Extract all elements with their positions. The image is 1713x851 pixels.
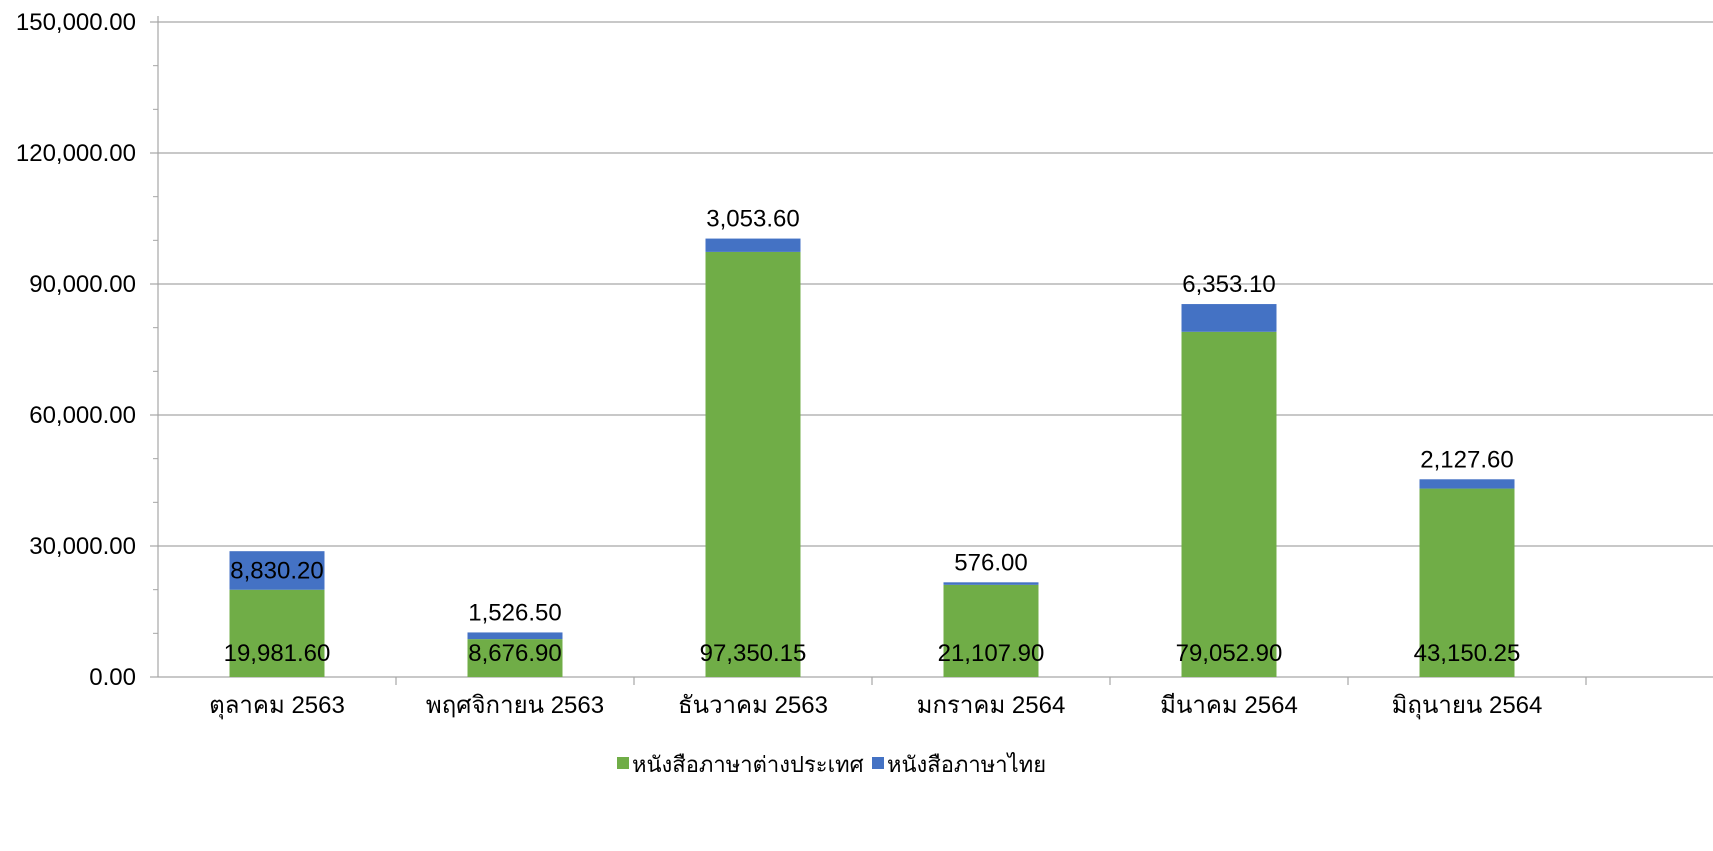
y-tick-label: 60,000.00: [29, 402, 136, 429]
data-label-foreign: 8,676.90: [468, 640, 561, 667]
data-label-thai: 1,526.50: [468, 599, 561, 626]
data-label-thai: 3,053.60: [706, 206, 799, 233]
bar-thai-books: [229, 551, 325, 590]
data-label-foreign: 21,107.90: [938, 640, 1045, 667]
data-label-foreign: 43,150.25: [1414, 640, 1521, 667]
data-label-thai: 6,353.10: [1182, 271, 1275, 298]
bar-foreign-books: [943, 584, 1039, 677]
bar-thai-books: [943, 582, 1039, 585]
data-label-thai: 8,830.20: [230, 557, 323, 584]
x-category-label: มีนาคม 2564: [1160, 692, 1298, 719]
data-label-thai: 576.00: [954, 549, 1027, 576]
data-label-foreign: 79,052.90: [1176, 640, 1283, 667]
x-category-label: ธันวาคม 2563: [678, 692, 828, 719]
data-label-foreign: 97,350.15: [700, 640, 807, 667]
x-category-label: มิถุนายน 2564: [1392, 692, 1543, 720]
y-tick-label: 90,000.00: [29, 271, 136, 298]
data-labels: 19,981.60 8,830.20 8,676.90 1,526.50 97,350.…: [224, 206, 1521, 667]
y-tick-label: 30,000.00: [29, 533, 136, 560]
data-label-foreign: 19,981.60: [224, 640, 331, 667]
bar-foreign-books: [229, 589, 325, 677]
bar-thai-books: [1419, 479, 1515, 489]
data-label-thai: 2,127.60: [1420, 446, 1513, 473]
legend-swatch: [617, 757, 629, 769]
bar-foreign-books: [705, 251, 801, 677]
legend-swatch: [872, 757, 884, 769]
legend-label: หนังสือภาษาต่างประเทศ: [632, 752, 864, 777]
x-category-label: พฤศจิกายน 2563: [426, 692, 604, 719]
bar-thai-books: [705, 238, 801, 252]
y-tick-label: 150,000.00: [16, 9, 136, 36]
x-category-label: ตุลาคม 2563: [209, 692, 345, 720]
bars: [229, 238, 1515, 677]
bar-foreign-books: [1419, 488, 1515, 677]
bar-thai-books: [467, 632, 563, 640]
legend-label: หนังสือภาษาไทย: [887, 752, 1046, 777]
x-category-label: มกราคม 2564: [917, 692, 1066, 719]
y-tick-label: 0.00: [89, 664, 136, 691]
bar-foreign-books: [467, 639, 563, 677]
bar-foreign-books: [1181, 331, 1277, 677]
bar-thai-books: [1181, 304, 1277, 332]
y-tick-label: 120,000.00: [16, 140, 136, 167]
legend: หนังสือภาษาต่างประเทศ หนังสือภาษาไทย: [617, 752, 1046, 777]
